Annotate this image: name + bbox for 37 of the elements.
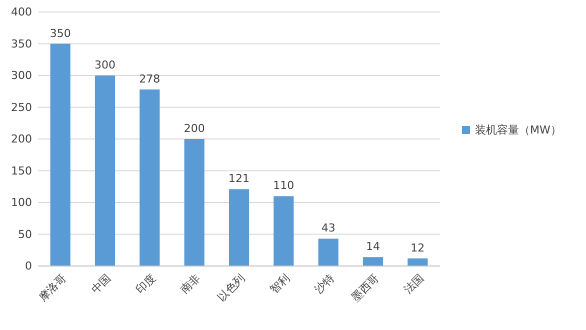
y-tick-label: 200 [11,132,32,146]
x-tick-label: 墨西哥 [349,271,382,304]
x-tick-label: 以色列 [215,271,248,304]
bar [274,196,294,266]
x-tick-label: 中国 [88,271,114,296]
data-label: 43 [321,222,336,235]
bar [228,189,250,266]
data-label: 278 [139,72,160,86]
data-label: 350 [50,26,71,40]
y-tick-label: 400 [11,6,32,18]
x-tick-label: 摩洛哥 [36,271,69,304]
data-label: 12 [410,241,425,254]
bar [140,89,160,266]
y-tick-label: 100 [11,196,32,209]
bar [408,258,428,266]
data-label: 200 [184,122,205,135]
bar [184,139,204,266]
data-label: 110 [273,179,294,192]
legend: 装机容量（MW） [462,124,562,136]
y-tick-label: 150 [11,164,32,178]
data-label: 300 [94,58,116,72]
bar [362,257,384,266]
x-tick-label: 印度 [134,271,158,296]
bar [94,76,116,266]
x-tick-label: 沙特 [312,271,337,296]
data-label: 121 [228,172,250,186]
y-tick-label: 50 [18,228,32,241]
y-tick-label: 350 [11,37,32,50]
y-tick-label: 300 [11,69,32,82]
y-tick-label: 0 [25,260,32,272]
data-label: 14 [366,240,380,254]
x-tick-label: 南非 [178,271,203,296]
bar [318,238,338,266]
y-tick-label: 250 [11,100,32,114]
bar [50,44,70,266]
x-tick-label: 法国 [402,271,426,296]
x-tick-label: 智利 [268,271,292,296]
